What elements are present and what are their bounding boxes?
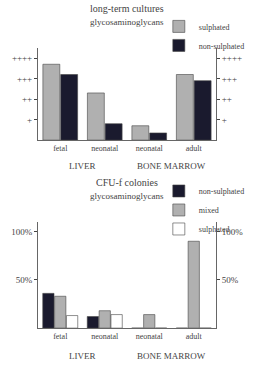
svg-text:+: +	[222, 115, 227, 125]
svg-text:sulphated: sulphated	[199, 23, 230, 32]
svg-text:50%: 50%	[222, 275, 239, 285]
svg-text:50%: 50%	[16, 275, 33, 285]
svg-text:100%: 100%	[11, 227, 33, 237]
svg-text:BONE MARROW: BONE MARROW	[137, 351, 206, 361]
svg-text:100%: 100%	[221, 226, 243, 237]
svg-text:neonatal: neonatal	[91, 144, 119, 153]
svg-text:fetal: fetal	[53, 144, 68, 153]
svg-text:BONE MARROW: BONE MARROW	[137, 161, 206, 171]
svg-text:non-sulphated: non-sulphated	[199, 42, 244, 51]
svg-text:++: ++	[22, 94, 32, 104]
svg-text:+++: +++	[222, 74, 237, 84]
svg-text:sulphated: sulphated	[199, 225, 230, 234]
svg-text:neonatal: neonatal	[136, 332, 164, 341]
svg-text:+: +	[27, 115, 32, 125]
svg-text:LIVER: LIVER	[69, 351, 96, 361]
svg-text:long-term cultures: long-term cultures	[90, 3, 164, 14]
svg-text:++++: ++++	[222, 53, 242, 63]
svg-text:CFU-f colonies: CFU-f colonies	[96, 177, 158, 188]
svg-text:adult: adult	[186, 144, 203, 153]
svg-text:fetal: fetal	[53, 332, 68, 341]
svg-text:non-sulphated: non-sulphated	[199, 187, 244, 196]
svg-text:++++: ++++	[12, 53, 32, 63]
svg-text:neonatal: neonatal	[91, 332, 119, 341]
svg-text:adult: adult	[186, 332, 203, 341]
svg-text:mixed: mixed	[199, 206, 219, 215]
svg-text:LIVER: LIVER	[69, 161, 96, 171]
svg-text:glycosaminoglycans: glycosaminoglycans	[90, 17, 164, 27]
svg-text:neonatal: neonatal	[136, 144, 164, 153]
svg-text:+++: +++	[17, 74, 32, 84]
svg-text:glycosaminoglycans: glycosaminoglycans	[90, 191, 164, 201]
svg-text:++: ++	[222, 94, 232, 104]
